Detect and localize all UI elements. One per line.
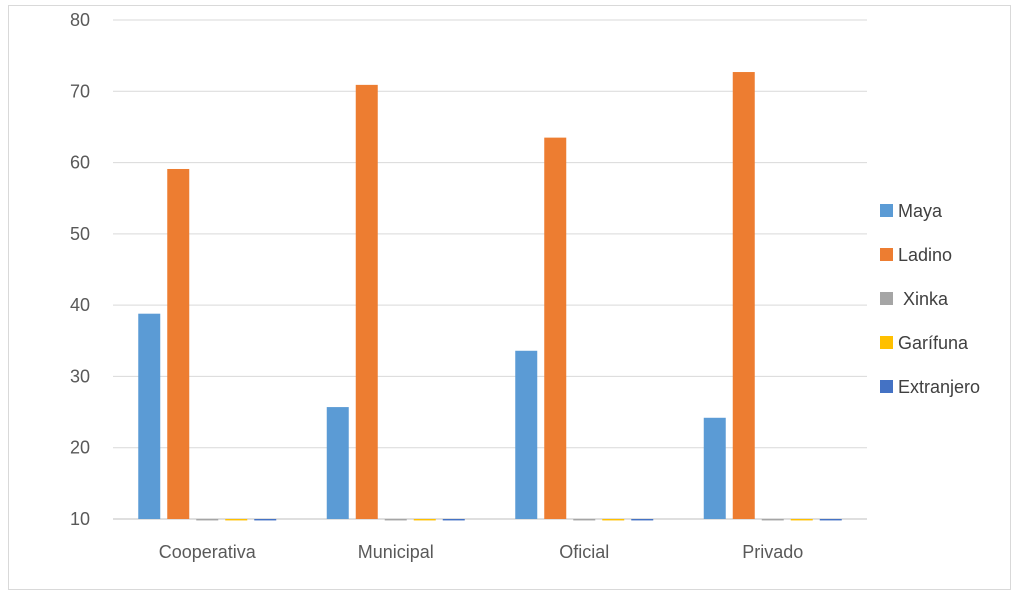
y-tick-label: 40 (70, 295, 90, 315)
legend-label: Xinka (898, 289, 949, 309)
x-tick-label: Oficial (559, 542, 609, 562)
bar-xinka-municipal (384, 519, 407, 521)
bar-ladino-oficial (544, 137, 567, 519)
bar-maya-oficial (515, 350, 538, 519)
y-axis-ticks: 10 20 30 40 50 60 70 80 (70, 10, 90, 529)
legend-label: Maya (898, 201, 943, 221)
bar-garífuna-privado (790, 519, 813, 521)
y-tick-label: 80 (70, 10, 90, 30)
legend-label: Extranjero (898, 377, 980, 397)
bar-xinka-cooperativa (196, 519, 219, 521)
bar-maya-municipal (326, 407, 349, 519)
bar-maya-cooperativa (138, 313, 161, 519)
x-tick-label: Municipal (358, 542, 434, 562)
bar-xinka-privado (761, 519, 784, 521)
bar-ladino-municipal (355, 84, 378, 520)
bar-extranjero-oficial (631, 519, 654, 521)
y-tick-label: 50 (70, 224, 90, 244)
bar-garífuna-municipal (413, 519, 436, 521)
bar-ladino-cooperativa (167, 168, 190, 520)
y-tick-label: 20 (70, 438, 90, 458)
bar-garífuna-cooperativa (225, 519, 248, 521)
bar-ladino-privado (732, 72, 755, 519)
y-tick-label: 70 (70, 81, 90, 101)
legend-swatch (880, 380, 893, 393)
bar-extranjero-cooperativa (254, 519, 277, 521)
bar-xinka-oficial (573, 519, 596, 521)
x-tick-label: Cooperativa (159, 542, 257, 562)
x-axis-ticks: Cooperativa Municipal Oficial Privado (159, 542, 804, 562)
x-tick-label: Privado (742, 542, 803, 562)
chart-frame (8, 5, 1011, 590)
bar-extranjero-municipal (442, 519, 465, 521)
legend: Maya Ladino Xinka Garífuna Extranjero (880, 201, 980, 397)
y-tick-label: 60 (70, 153, 90, 173)
legend-swatch (880, 336, 893, 349)
y-tick-label: 30 (70, 366, 90, 386)
legend-label: Ladino (898, 245, 952, 265)
legend-swatch (880, 292, 893, 305)
bars (138, 72, 842, 521)
bar-garífuna-oficial (602, 519, 625, 521)
y-tick-label: 10 (70, 509, 90, 529)
legend-swatch (880, 204, 893, 217)
legend-label: Garífuna (898, 333, 969, 353)
bar-extranjero-privado (819, 519, 842, 521)
bar-maya-privado (703, 417, 726, 519)
legend-swatch (880, 248, 893, 261)
